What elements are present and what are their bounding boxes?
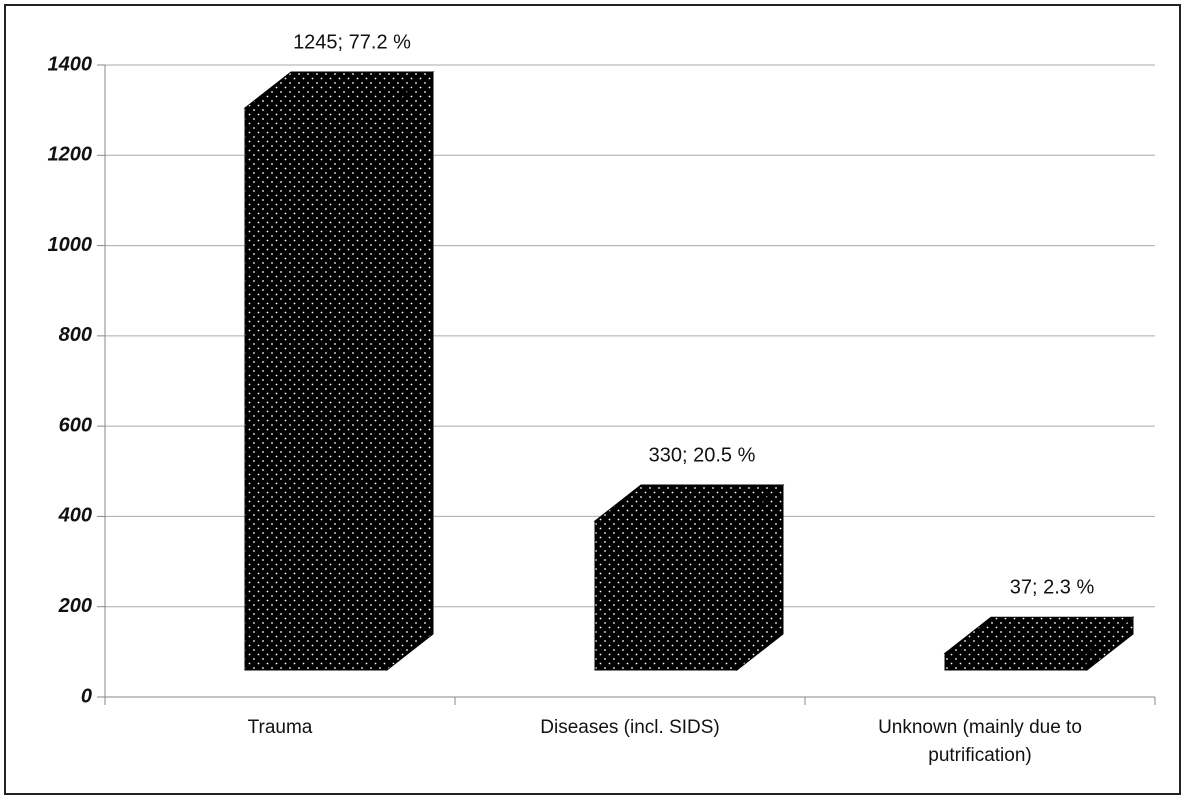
x-tick-label: Trauma xyxy=(247,717,313,738)
value-label: 1245; 77.2 % xyxy=(293,31,411,53)
x-tick-label: Unknown (mainly due to putrification) xyxy=(878,717,1082,766)
bar xyxy=(944,652,1088,671)
y-tick-label: 600 xyxy=(59,414,92,436)
y-tick-label: 1400 xyxy=(48,53,93,75)
y-tick-label: 200 xyxy=(58,595,92,617)
value-label: 330; 20.5 % xyxy=(649,444,756,466)
y-tick-label: 0 xyxy=(81,685,92,707)
bar xyxy=(244,107,388,671)
y-tick-label: 400 xyxy=(58,505,92,527)
frame xyxy=(4,4,1181,795)
y-tick-label: 800 xyxy=(59,324,92,346)
x-tick-label: Diseases (incl. SIDS) xyxy=(540,717,720,738)
value-label: 37; 2.3 % xyxy=(1010,577,1095,599)
bar xyxy=(594,520,738,671)
bar-side xyxy=(386,70,434,672)
y-tick-label: 1000 xyxy=(48,234,93,256)
y-tick-label: 1200 xyxy=(48,144,93,166)
